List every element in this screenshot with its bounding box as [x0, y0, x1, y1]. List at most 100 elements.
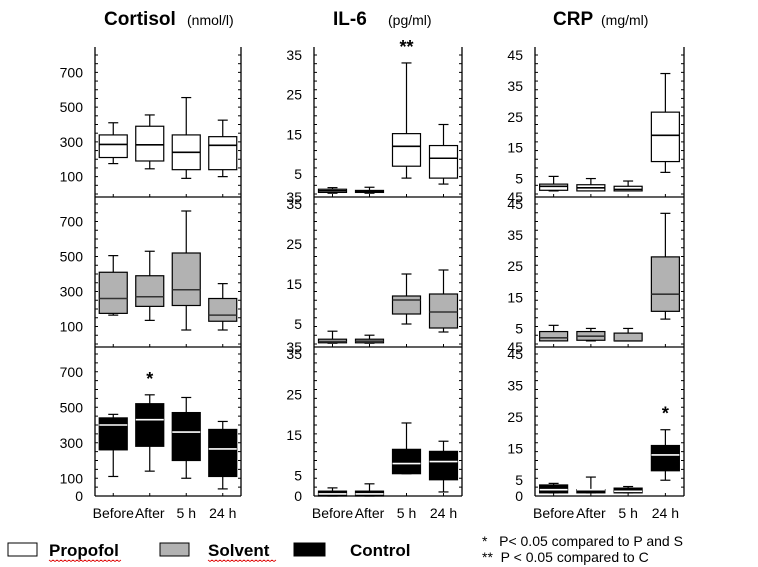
y-tick-label: 0 — [294, 488, 302, 504]
legend: Propofol Solvent Control — [7, 541, 410, 562]
box-iqr — [613, 332, 643, 342]
y-tick-label: 35 — [507, 227, 523, 243]
y-tick-label: 15 — [286, 126, 302, 142]
box-iqr — [135, 275, 165, 307]
legend-swatch-solvent — [159, 542, 190, 557]
panel-title: Cortisol — [104, 9, 176, 30]
box-iqr — [391, 448, 422, 475]
box-after — [135, 250, 165, 321]
box-5h: ** — [391, 37, 422, 179]
y-tick-label: 25 — [286, 387, 302, 403]
x-category-label: 24 h — [209, 505, 236, 521]
box-iqr — [650, 444, 680, 472]
y-tick-label: 300 — [60, 134, 84, 150]
panel-title: IL-6 — [333, 9, 367, 30]
box-24h — [650, 212, 680, 320]
x-category-label: 5 h — [177, 505, 196, 521]
y-tick-label: 5 — [515, 472, 523, 488]
y-tick-label: 35 — [286, 346, 302, 362]
box-5h — [391, 273, 422, 325]
box-before — [539, 324, 569, 342]
x-category-label: Before — [533, 505, 574, 521]
panel-unit: (mg/ml) — [601, 12, 648, 28]
y-tick-label: 0 — [75, 488, 83, 504]
box-before — [539, 482, 569, 494]
x-category-label: After — [135, 505, 165, 521]
box-after — [354, 483, 385, 497]
panel-title: CRP — [553, 9, 593, 30]
y-tick-label: 25 — [507, 258, 523, 274]
row-propofol: 5 15 25 35 ** — [286, 37, 462, 198]
y-tick-label: 35 — [286, 47, 302, 63]
box-iqr — [391, 133, 422, 167]
box-iqr — [539, 183, 569, 191]
y-tick-label: 100 — [60, 319, 84, 335]
box-iqr — [650, 111, 680, 163]
panel-unit: (nmol/l) — [187, 12, 234, 28]
x-category-label: After — [355, 505, 385, 521]
panel-crp: CRP (mg/ml)51525354551525354545051525354… — [507, 9, 685, 521]
box-iqr — [135, 125, 165, 162]
box-5h — [613, 327, 643, 342]
spellcheck-underline — [207, 559, 277, 562]
y-tick-label: 500 — [60, 249, 84, 265]
y-tick-label: 5 — [294, 166, 302, 182]
box-iqr — [98, 271, 128, 314]
box-iqr — [98, 417, 128, 451]
y-tick-label: 25 — [286, 236, 302, 252]
box-24h — [208, 283, 238, 331]
y-tick-label: 35 — [286, 339, 302, 355]
y-tick-label: 45 — [507, 346, 523, 362]
significance-notes: * P< 0.05 compared to P and S ** P < 0.0… — [482, 533, 683, 565]
x-category-label: 24 h — [652, 505, 679, 521]
box-24h — [208, 119, 238, 178]
box-5h — [171, 96, 201, 179]
legend-label-control: Control — [350, 541, 410, 560]
y-tick-label: 5 — [294, 316, 302, 332]
box-iqr — [208, 136, 238, 171]
box-iqr — [428, 144, 459, 179]
panel-unit: (pg/ml) — [388, 12, 432, 28]
y-tick-label: 25 — [507, 109, 523, 125]
y-tick-label: 100 — [60, 470, 84, 486]
box-iqr — [171, 411, 201, 462]
y-tick-label: 700 — [60, 214, 84, 230]
legend-swatch-control — [293, 542, 326, 557]
y-tick-label: 500 — [60, 99, 84, 115]
box-after — [354, 334, 385, 344]
legend-label-solvent: Solvent — [208, 541, 270, 560]
box-after — [354, 186, 385, 194]
y-tick-label: 15 — [507, 140, 523, 156]
y-tick-label: 700 — [60, 364, 84, 380]
spellcheck-underline — [48, 559, 122, 562]
y-tick-label: 35 — [507, 78, 523, 94]
y-tick-label: 15 — [286, 276, 302, 292]
box-iqr — [539, 330, 569, 342]
note-single-star: * P< 0.05 compared to P and S — [482, 533, 683, 549]
x-category-label: 5 h — [618, 505, 637, 521]
y-tick-label: 15 — [507, 289, 523, 305]
x-category-label: After — [576, 505, 606, 521]
panel-cortisol: Cortisol (nmol/l) 100 300 500 700 100 300 500 70… — [60, 9, 242, 521]
x-category-label: Before — [312, 505, 353, 521]
box-before — [317, 487, 348, 497]
box-24h — [650, 72, 680, 173]
box-5h — [613, 180, 643, 192]
x-category-label: 5 h — [397, 505, 416, 521]
y-tick-label: 100 — [60, 169, 84, 185]
y-tick-label: 5 — [515, 320, 523, 336]
significance-marker: * — [146, 369, 153, 389]
y-tick-label: 45 — [507, 189, 523, 205]
y-tick-label: 45 — [507, 339, 523, 355]
y-tick-label: 35 — [286, 196, 302, 212]
row-propofol: 100 300 500 700 — [60, 54, 241, 198]
box-before — [317, 187, 348, 194]
box-iqr — [208, 297, 238, 322]
box-5h — [171, 210, 201, 331]
box-before — [98, 255, 128, 316]
